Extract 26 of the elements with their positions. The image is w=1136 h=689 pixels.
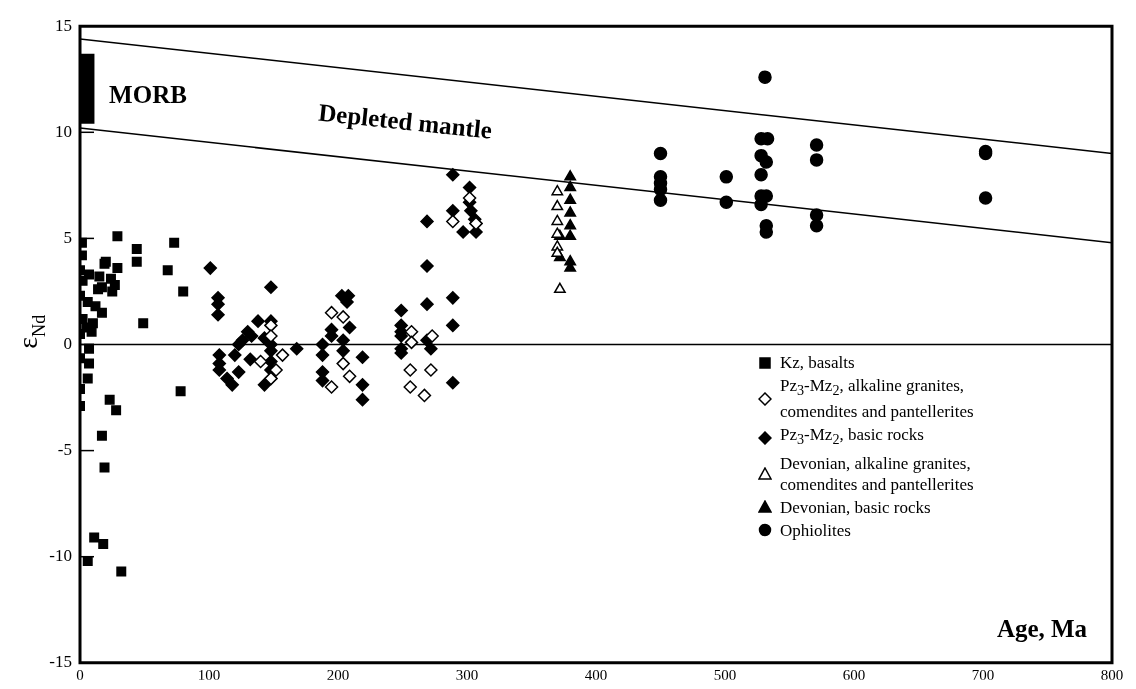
y-tick-label: 15 xyxy=(55,15,72,35)
x-tick-label: 700 xyxy=(971,666,995,683)
legend-label: Pz$_{3}$-Mz$_{2}$, basic rocks xyxy=(780,424,924,450)
y-tick-label: -15 xyxy=(49,652,72,672)
annotation: MORB xyxy=(109,80,187,108)
y-tick-label: 0 xyxy=(63,333,72,353)
legend-label: Devonian, basic rocks xyxy=(780,496,931,518)
legend-label: Devonian, alkaline granites, comendites and pantellerites xyxy=(780,452,975,495)
legend-label: Kz, basalts xyxy=(780,352,855,373)
annotation: Depleted mantle xyxy=(317,98,494,144)
x-tick-label: 600 xyxy=(842,666,866,683)
y-tick-label: 5 xyxy=(63,227,72,247)
y-axis-title: εNd xyxy=(12,314,49,349)
x-tick-label: 300 xyxy=(455,666,479,683)
y-tick-label: 10 xyxy=(55,121,72,141)
x-tick-label: 200 xyxy=(326,666,350,683)
x-axis-title: Age, Ma xyxy=(996,615,1088,643)
x-tick-label: 100 xyxy=(197,666,221,683)
x-tick-label: 500 xyxy=(713,666,737,683)
y-tick-label: -10 xyxy=(49,546,72,566)
y-tick-label: -5 xyxy=(57,440,72,460)
x-tick-label: 400 xyxy=(584,666,608,683)
x-tick-label: 800 xyxy=(1100,666,1124,683)
legend-label: Pz$_{3}$-Mz$_{2}$, alkaline granites, comendites and pantellerites xyxy=(780,375,975,423)
legend-label: Ophiolites xyxy=(780,519,851,541)
x-tick-label: 0 xyxy=(76,666,84,683)
